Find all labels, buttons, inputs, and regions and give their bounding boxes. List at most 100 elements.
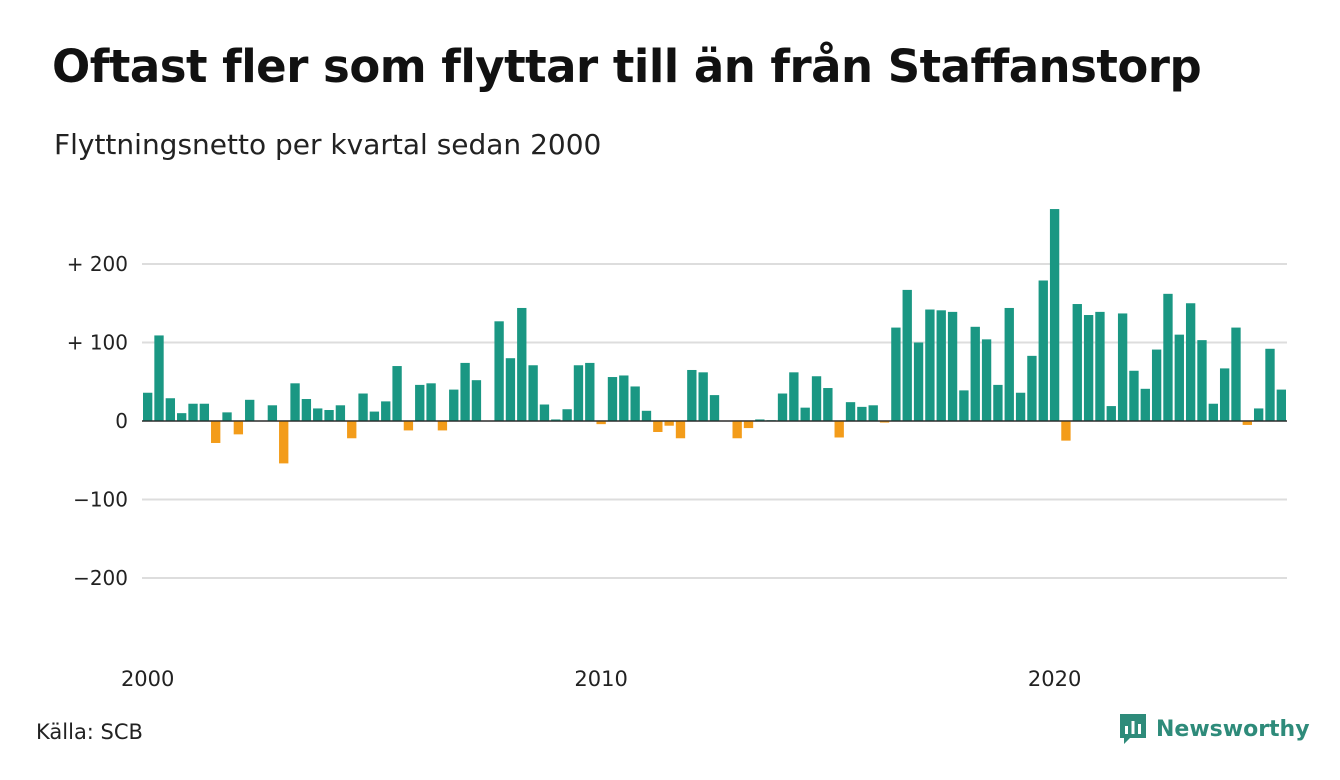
bar-chart: −200 −100 0 + 100 + 200 2000 2010 2020 (67, 209, 1287, 691)
bar (607, 377, 618, 421)
bar (426, 383, 436, 421)
bar (1231, 327, 1241, 421)
bar (494, 321, 504, 422)
bar (993, 384, 1003, 421)
bar (630, 386, 640, 421)
x-tick-label: 2020 (1028, 667, 1081, 691)
bar (143, 392, 153, 421)
bar (1208, 403, 1218, 421)
bar (358, 393, 368, 421)
y-tick-label: + 100 (67, 331, 128, 355)
bar (709, 395, 720, 422)
bar (675, 421, 686, 439)
bar (834, 421, 844, 438)
bar (857, 406, 867, 421)
bar (449, 389, 459, 421)
bar (392, 366, 402, 421)
bar (1038, 280, 1048, 422)
bar (403, 421, 414, 431)
bar (585, 362, 595, 421)
newsworthy-logo: Newsworthy (1118, 712, 1310, 746)
bar (891, 327, 901, 421)
bar (1083, 315, 1094, 421)
bar (290, 383, 300, 421)
bar (823, 388, 833, 421)
bar (913, 342, 924, 421)
bar (1253, 408, 1264, 421)
bar (222, 412, 232, 421)
bar (619, 375, 629, 421)
y-tick-label: −100 (73, 488, 128, 512)
bar (653, 421, 663, 432)
bar (517, 307, 527, 421)
bar (199, 403, 210, 421)
bar (165, 398, 176, 422)
bar (970, 326, 980, 421)
bar (369, 411, 380, 421)
bars (142, 209, 1287, 464)
bar (437, 421, 448, 431)
y-tick-label: 0 (115, 409, 128, 433)
bar (1276, 389, 1286, 421)
bar (573, 365, 584, 421)
source-note: Källa: SCB (36, 720, 143, 744)
bar (1027, 355, 1037, 422)
bar (732, 421, 742, 439)
bar (267, 405, 278, 421)
bar (868, 405, 878, 421)
bar (1004, 307, 1014, 421)
bar (460, 362, 470, 421)
bar (1265, 348, 1275, 421)
bar (698, 372, 708, 421)
bar (743, 421, 754, 429)
bar (245, 399, 255, 422)
bar (335, 405, 346, 421)
bar (1219, 368, 1230, 421)
newsworthy-logo-icon (1120, 714, 1146, 744)
bar (755, 419, 765, 421)
bar (800, 407, 810, 421)
bar (981, 339, 992, 421)
bar (551, 419, 561, 421)
bar (596, 421, 606, 425)
bar (562, 409, 572, 422)
bar (233, 421, 244, 435)
y-tick-label: −200 (73, 566, 128, 590)
bar (381, 401, 391, 422)
bar (1129, 370, 1139, 421)
bar (902, 289, 912, 421)
bar (959, 390, 969, 421)
bar (188, 403, 198, 421)
bar (1140, 388, 1150, 421)
bar (1163, 293, 1173, 421)
bar (777, 393, 788, 421)
bar (505, 358, 516, 421)
bar (324, 410, 334, 421)
bar (1106, 406, 1116, 421)
bar (177, 413, 187, 421)
bar (211, 421, 221, 443)
chart-subtitle: Flyttningsnetto per kvartal sedan 2000 (54, 128, 602, 161)
bar (279, 421, 289, 464)
bar (347, 421, 357, 439)
y-tick-label: + 200 (67, 252, 128, 276)
bar (1061, 421, 1071, 441)
bar (1049, 209, 1060, 421)
bar (1185, 303, 1196, 421)
bar (664, 421, 674, 426)
bar (415, 384, 425, 421)
bar (879, 421, 890, 423)
bar (789, 372, 799, 421)
bar (936, 310, 946, 421)
bar (811, 376, 822, 421)
brand-name: Newsworthy (1156, 716, 1310, 742)
bar (471, 380, 482, 421)
bar (301, 399, 312, 421)
bar (1174, 334, 1184, 421)
bar (845, 402, 856, 421)
bar (1242, 421, 1252, 425)
axis-labels: −200 −100 0 + 100 + 200 2000 2010 2020 (67, 252, 1082, 691)
bar (528, 365, 538, 421)
bar (1072, 304, 1082, 421)
bar (925, 309, 935, 421)
